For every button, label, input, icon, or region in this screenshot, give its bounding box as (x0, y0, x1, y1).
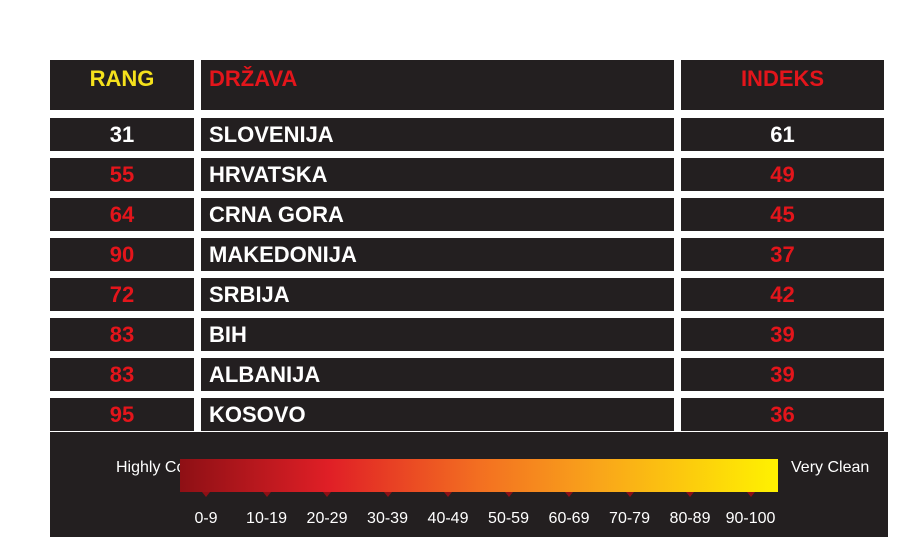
header-cell: RANG (50, 60, 194, 110)
table-cell: CRNA GORA (201, 198, 674, 231)
table-cell: 83 (50, 358, 194, 391)
table-cell: 61 (681, 118, 884, 151)
range-marker (686, 492, 694, 497)
table-cell: 42 (681, 278, 884, 311)
range-marker (746, 492, 755, 497)
range-label: 70-79 (609, 510, 650, 527)
table-cell: KOSOVO (201, 398, 674, 431)
table-cell: BIH (201, 318, 674, 351)
table-cell: 39 (681, 358, 884, 391)
range-marker (625, 492, 634, 497)
table-cell: 55 (50, 158, 194, 191)
table-cell: 31 (50, 118, 194, 151)
range-label: 40-49 (427, 510, 469, 527)
range-marker (202, 492, 210, 497)
table-cell: 72 (50, 278, 194, 311)
range-marker (565, 492, 573, 497)
table-cell: 90 (50, 238, 194, 271)
range-marker (323, 492, 331, 497)
table-cell: SLOVENIJA (201, 118, 674, 151)
table-cell: ALBANIJA (201, 358, 674, 391)
range-label: 80-89 (669, 510, 711, 527)
range-label: 50-59 (488, 510, 529, 527)
table-cell: MAKEDONIJA (201, 238, 674, 271)
gradient-bar (180, 459, 778, 492)
header-cell: INDEKS (681, 60, 884, 110)
table-cell: 37 (681, 238, 884, 271)
table-cell: 45 (681, 198, 884, 231)
range-label: 10-19 (246, 510, 287, 527)
range-marker (504, 492, 513, 497)
table-cell: 36 (681, 398, 884, 431)
range-label: 90-100 (725, 510, 776, 527)
table-cell: SRBIJA (201, 278, 674, 311)
range-marker (383, 492, 392, 497)
range-label: 60-69 (548, 510, 590, 527)
legend: Highly Corrupt Very Clean 0-9 10-19 20-29 3… (50, 432, 888, 537)
range-label: 30-39 (367, 510, 408, 527)
table-cell: 83 (50, 318, 194, 351)
header-cell: DRŽAVA (201, 60, 674, 110)
table-cell: 49 (681, 158, 884, 191)
table-cell: HRVATSKA (201, 158, 674, 191)
range-label: 20-29 (306, 510, 348, 527)
range-marker (444, 492, 452, 497)
legend-right-label: Very Clean (791, 459, 870, 476)
range-marker (262, 492, 271, 497)
table-cell: 64 (50, 198, 194, 231)
table-cell: 95 (50, 398, 194, 431)
table-cell: 39 (681, 318, 884, 351)
range-label: 0-9 (194, 510, 218, 527)
